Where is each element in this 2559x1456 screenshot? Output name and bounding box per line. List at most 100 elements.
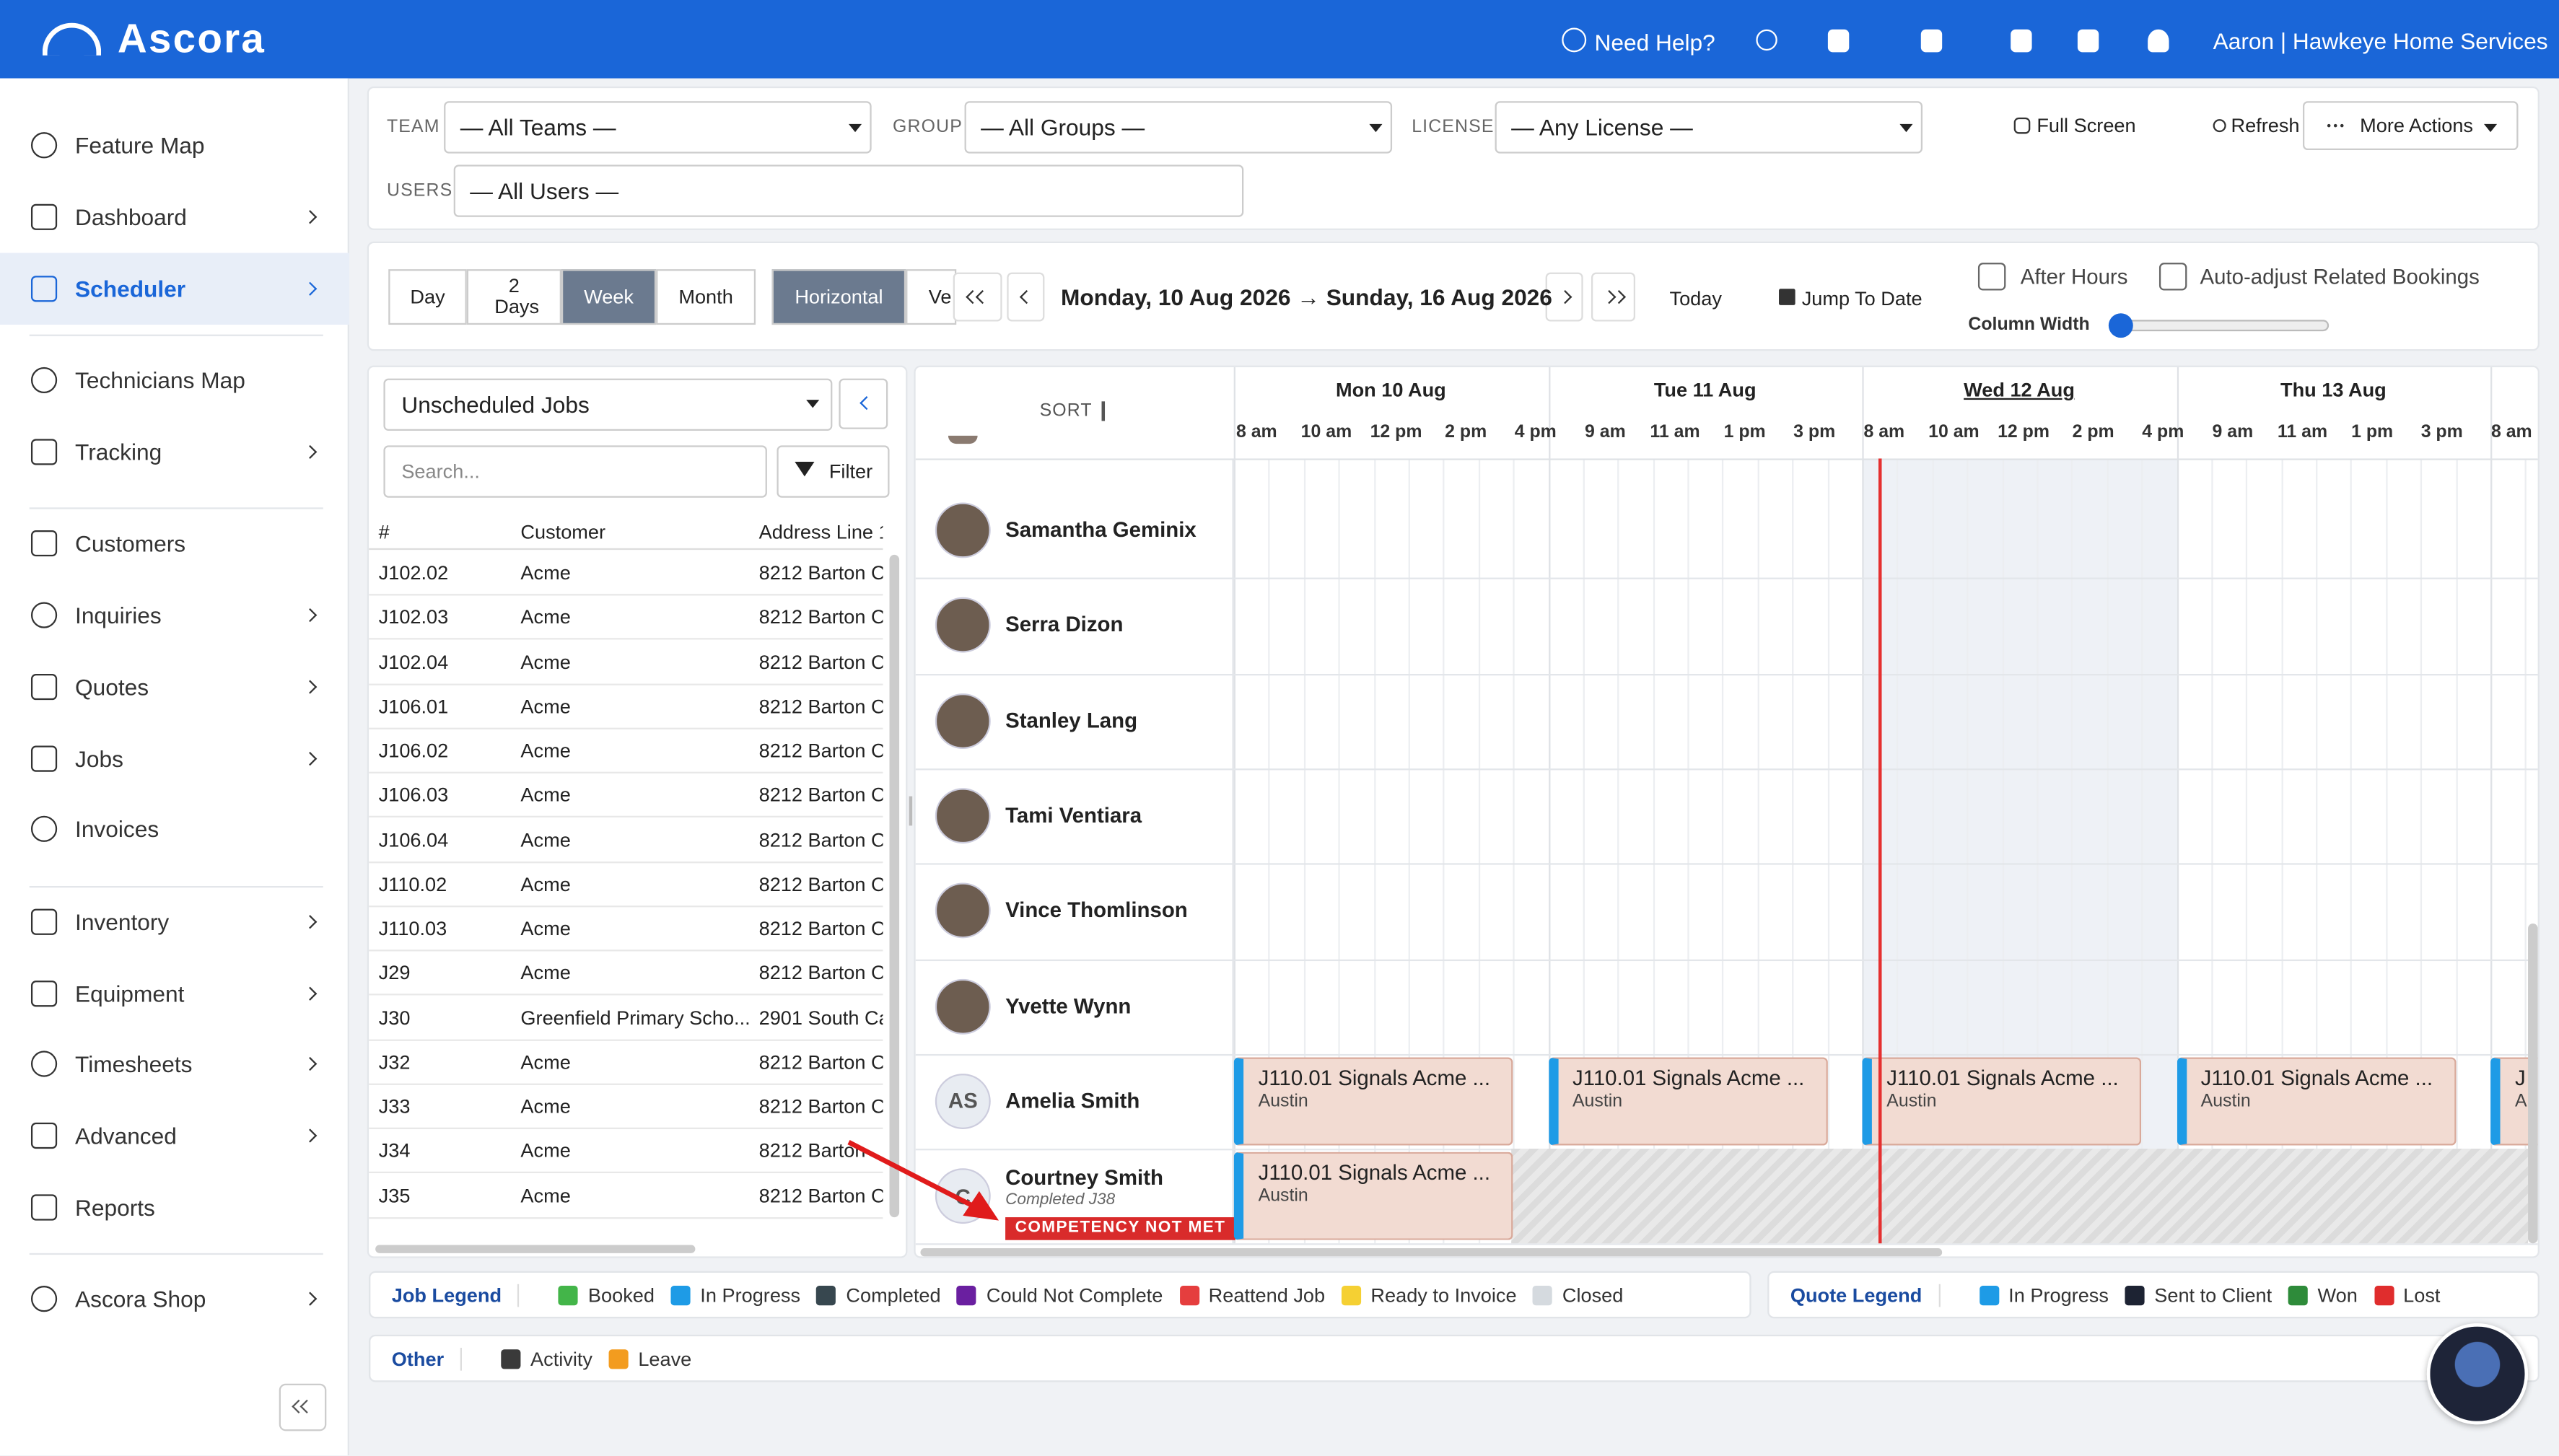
filter-button[interactable] <box>777 445 890 498</box>
table-cell[interactable]: J106.02 <box>378 739 449 763</box>
table-cell[interactable]: J106.01 <box>378 694 449 718</box>
dot <box>2340 123 2344 128</box>
nav-item[interactable]: Technicians Map <box>75 367 245 394</box>
nav-item[interactable]: Scheduler <box>75 276 186 302</box>
table-cell: 8212 Barton Cl <box>758 784 883 807</box>
nav-button[interactable] <box>953 272 1002 322</box>
nav-item[interactable]: Customers <box>75 530 186 557</box>
nav-button[interactable] <box>1545 272 1583 322</box>
nav-item[interactable]: Jobs <box>75 745 123 772</box>
orientation-button[interactable]: Ve <box>906 269 957 325</box>
nav-item[interactable]: Reports <box>75 1194 155 1221</box>
table-cell[interactable]: J33 <box>378 1095 411 1118</box>
dot <box>2333 123 2337 128</box>
table-cell[interactable]: J34 <box>378 1139 411 1162</box>
select[interactable] <box>383 378 833 431</box>
collapse-panel-button[interactable] <box>839 378 888 429</box>
slider-knob[interactable] <box>2108 313 2133 338</box>
technician-name[interactable]: Vince Thomlinson <box>1005 898 1188 923</box>
select[interactable] <box>453 165 1244 217</box>
table-cell[interactable]: J30 <box>378 1006 411 1029</box>
nav-item[interactable]: Dashboard <box>75 203 187 230</box>
menu-icon[interactable] <box>2077 29 2099 53</box>
table-cell[interactable]: J35 <box>378 1183 411 1207</box>
booking[interactable]: J110.01 Signals Acme ... Austin <box>1233 1152 1513 1241</box>
table-cell[interactable]: J29 <box>378 961 411 985</box>
view-button[interactable]: 2 Days <box>466 269 561 325</box>
day-header[interactable]: Thu 13 Aug <box>2280 378 2387 402</box>
nav-item[interactable]: Equipment <box>75 981 185 1007</box>
table-cell[interactable]: J102.03 <box>378 605 449 629</box>
quick-actions-icon[interactable] <box>2011 29 2032 53</box>
table-cell[interactable]: J102.02 <box>378 561 449 584</box>
notifications-icon[interactable] <box>1827 29 1850 53</box>
user-name[interactable]: Aaron | Hawkeye Home Services <box>2213 27 2548 54</box>
hour-label: 8 am <box>2490 422 2532 442</box>
booking[interactable]: J110.01 Signals Acme ... Austin <box>1548 1056 1827 1146</box>
booking[interactable]: J110.01 Signals Acme ... Austin <box>1233 1056 1513 1146</box>
table-cell[interactable]: J32 <box>378 1050 411 1074</box>
chat-assistant[interactable] <box>2426 1323 2529 1425</box>
legend-title[interactable]: Job Legend <box>392 1283 520 1307</box>
technician-name[interactable]: Samantha Geminix <box>1005 517 1197 543</box>
orientation-button[interactable]: Horizontal <box>771 269 906 325</box>
view-button[interactable]: Month <box>656 269 756 325</box>
select[interactable] <box>1495 101 1923 154</box>
day-header[interactable]: Mon 10 Aug <box>1335 378 1446 402</box>
help-link[interactable]: Need Help? <box>1594 29 1715 56</box>
booking[interactable]: J110.01 Signals Acme ... Austin <box>2176 1056 2456 1146</box>
nav-item[interactable]: Ascora Shop <box>75 1286 206 1312</box>
technician-name[interactable]: Yvette Wynn <box>1005 993 1132 1018</box>
nav-item[interactable]: Timesheets <box>75 1051 193 1077</box>
nav-item[interactable]: Quotes <box>75 673 149 701</box>
sort-label[interactable]: SORT <box>1039 401 1093 421</box>
nav-button[interactable] <box>1007 272 1045 322</box>
checkbox[interactable] <box>2158 263 2187 291</box>
select[interactable] <box>964 101 1393 154</box>
unavailable-hatch <box>1511 1149 2529 1245</box>
slider-track[interactable] <box>2120 320 2330 332</box>
technician-name[interactable]: Amelia Smith <box>1005 1088 1140 1113</box>
nav-item[interactable]: Feature Map <box>75 132 205 159</box>
booking[interactable]: J110.01 Signals Acme ... Austin <box>1862 1056 2142 1146</box>
more-actions-label[interactable]: More Actions <box>2360 114 2474 137</box>
technician-name[interactable]: Stanley Lang <box>1005 707 1138 732</box>
row-separator <box>369 950 883 952</box>
hour-grid-line <box>1513 458 1515 1244</box>
booking-location: Austin <box>2200 1091 2251 1111</box>
nav-item[interactable]: Inquiries <box>75 602 162 628</box>
technician-status: Completed J38 <box>1005 1191 1116 1210</box>
nav-item[interactable]: Inventory <box>75 908 170 935</box>
table-cell[interactable]: J110.03 <box>378 916 447 940</box>
jump-to-date[interactable]: Jump To Date <box>1801 287 1922 310</box>
nav-item[interactable]: Invoices <box>75 815 159 842</box>
user-icon[interactable] <box>2148 29 2169 53</box>
checkbox[interactable] <box>1977 263 2006 291</box>
search-input[interactable] <box>383 445 767 498</box>
nav-item[interactable]: Tracking <box>75 439 162 465</box>
day-header[interactable]: Tue 11 Aug <box>1653 378 1757 402</box>
legend-title[interactable]: Other <box>392 1346 463 1370</box>
nav-item[interactable]: Advanced <box>75 1122 177 1149</box>
more-actions-button[interactable] <box>2302 101 2519 151</box>
select[interactable] <box>444 101 872 154</box>
table-cell[interactable]: J110.02 <box>378 872 447 895</box>
day-header[interactable]: Wed 12 Aug <box>1964 378 2075 402</box>
nav-button[interactable] <box>1591 272 1636 322</box>
refresh-button[interactable]: Refresh <box>2231 114 2300 137</box>
technician-name[interactable]: Serra Dizon <box>1005 613 1124 637</box>
legend-title[interactable]: Quote Legend <box>1790 1283 1941 1307</box>
view-button[interactable]: Week <box>561 269 657 325</box>
collapse-button[interactable] <box>279 1383 327 1431</box>
table-cell[interactable]: J106.04 <box>378 828 449 851</box>
today-button[interactable]: Today <box>1669 287 1722 310</box>
table-cell[interactable]: J106.03 <box>378 784 449 807</box>
select-value: — All Users — <box>470 177 619 204</box>
scrollbar <box>920 1248 1943 1257</box>
table-cell[interactable]: J102.04 <box>378 650 449 673</box>
view-button[interactable]: Day <box>388 269 467 325</box>
technician-name[interactable]: Courtney Smith <box>1005 1165 1163 1190</box>
bookmarks-icon[interactable] <box>1920 29 1943 53</box>
technician-name[interactable]: Tami Ventiara <box>1005 802 1142 828</box>
full-screen-button[interactable]: Full Screen <box>2037 114 2136 137</box>
